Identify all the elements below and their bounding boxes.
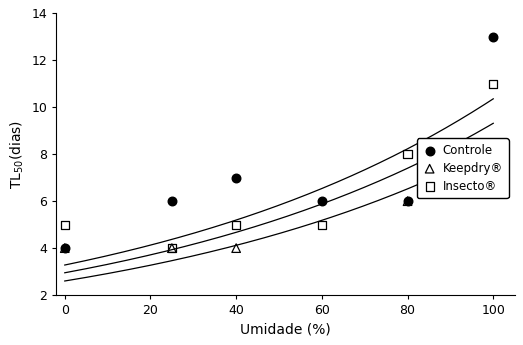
Controle <box>489 34 497 40</box>
Controle <box>403 198 412 204</box>
Legend: Controle, Keepdry®, Insecto®: Controle, Keepdry®, Insecto® <box>417 138 509 198</box>
Insecto® <box>232 222 241 227</box>
Insecto® <box>168 245 176 251</box>
Controle <box>61 245 69 251</box>
Insecto® <box>489 81 497 87</box>
Keepdry® <box>403 198 412 204</box>
Keepdry® <box>232 245 241 251</box>
Keepdry® <box>61 245 69 251</box>
Y-axis label: TL$_{50}$(dias): TL$_{50}$(dias) <box>8 120 26 189</box>
Controle <box>317 198 326 204</box>
Controle <box>232 175 241 180</box>
Insecto® <box>403 151 412 157</box>
X-axis label: Umidade (%): Umidade (%) <box>240 323 331 337</box>
Controle <box>168 198 176 204</box>
Keepdry® <box>168 245 176 251</box>
Insecto® <box>61 222 69 227</box>
Insecto® <box>317 222 326 227</box>
